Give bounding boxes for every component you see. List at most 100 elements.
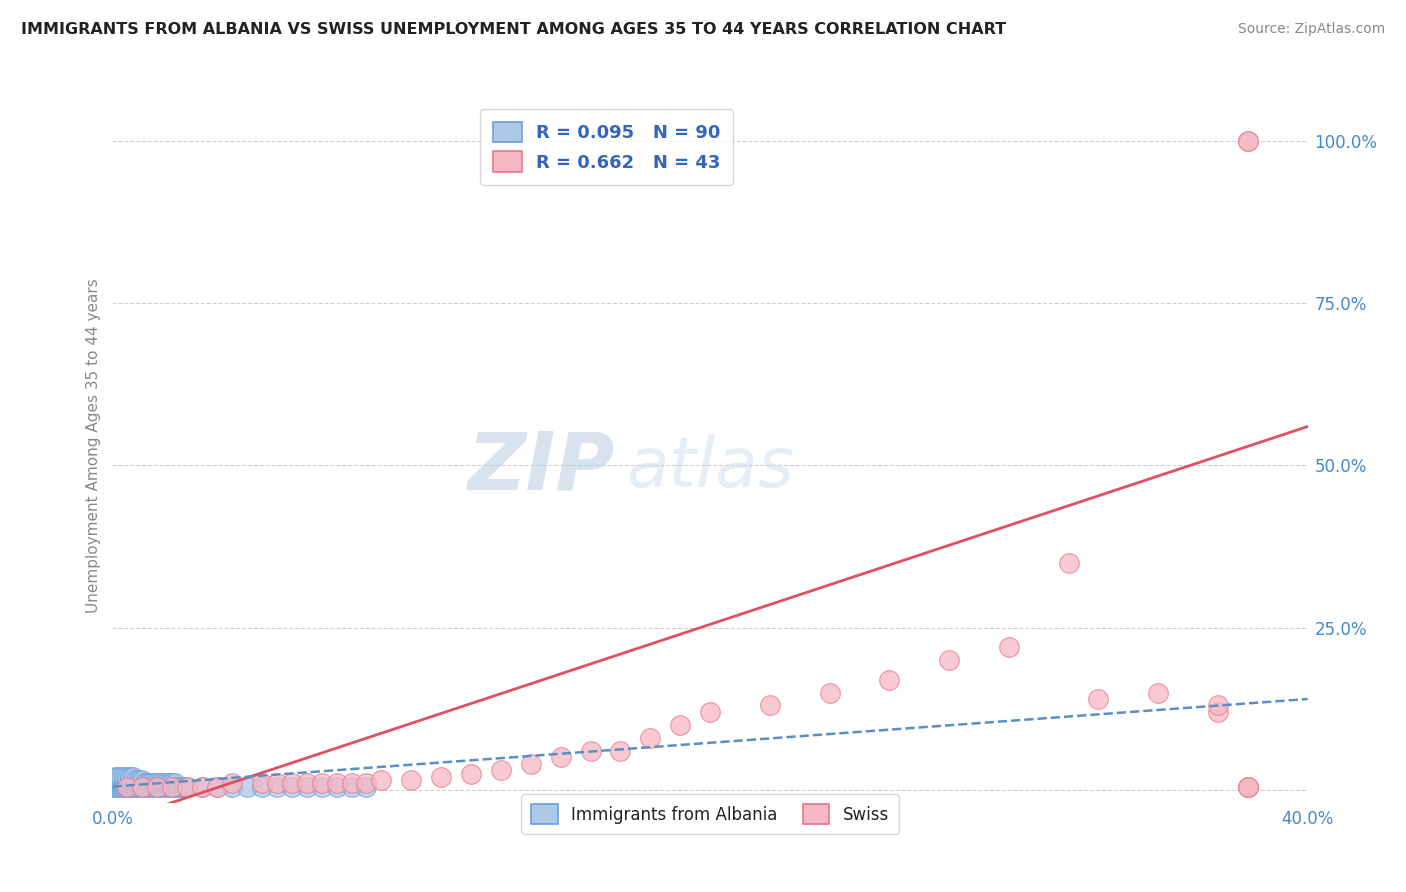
Point	[170, 780, 193, 794]
Point	[120, 776, 142, 790]
Point	[205, 780, 228, 794]
Point	[114, 773, 135, 788]
Point	[356, 776, 378, 790]
Point	[104, 780, 127, 794]
Point	[125, 773, 148, 788]
Point	[122, 780, 145, 794]
Point	[104, 776, 127, 790]
Point	[146, 780, 169, 794]
Point	[101, 776, 124, 790]
Point	[221, 780, 243, 794]
Point	[173, 780, 195, 794]
Point	[110, 773, 132, 788]
Point	[281, 780, 304, 794]
Point	[370, 773, 392, 788]
Point	[104, 775, 127, 789]
Point	[550, 750, 572, 764]
Point	[879, 673, 901, 687]
Point	[460, 766, 482, 780]
Point	[1237, 780, 1260, 794]
Text: IMMIGRANTS FROM ALBANIA VS SWISS UNEMPLOYMENT AMONG AGES 35 TO 44 YEARS CORRELAT: IMMIGRANTS FROM ALBANIA VS SWISS UNEMPLO…	[21, 22, 1007, 37]
Point	[266, 776, 288, 790]
Point	[107, 773, 129, 788]
Point	[128, 780, 150, 794]
Point	[107, 770, 129, 784]
Point	[104, 773, 127, 788]
Point	[155, 780, 177, 794]
Point	[125, 780, 148, 794]
Point	[114, 776, 135, 790]
Point	[699, 705, 721, 719]
Point	[131, 780, 153, 794]
Point	[117, 770, 139, 784]
Point	[430, 770, 453, 784]
Point	[146, 780, 169, 794]
Point	[141, 780, 163, 794]
Point	[356, 780, 378, 794]
Point	[138, 776, 160, 790]
Point	[131, 776, 153, 790]
Point	[191, 780, 214, 794]
Point	[120, 770, 142, 784]
Point	[162, 776, 183, 790]
Point	[520, 756, 543, 771]
Point	[1237, 780, 1260, 794]
Point	[101, 780, 124, 794]
Point	[110, 780, 132, 794]
Point	[1206, 698, 1229, 713]
Point	[117, 778, 139, 792]
Point	[157, 780, 180, 794]
Point	[104, 778, 127, 792]
Text: atlas: atlas	[627, 434, 794, 501]
Point	[110, 770, 132, 784]
Point	[131, 780, 153, 794]
Point	[191, 780, 214, 794]
Point	[155, 776, 177, 790]
Point	[266, 780, 288, 794]
Point	[125, 778, 148, 792]
Point	[205, 780, 228, 794]
Point	[114, 780, 135, 794]
Point	[759, 698, 782, 713]
Point	[1206, 705, 1229, 719]
Point	[998, 640, 1021, 654]
Point	[117, 780, 139, 794]
Point	[295, 776, 318, 790]
Point	[250, 780, 273, 794]
Point	[609, 744, 631, 758]
Point	[250, 776, 273, 790]
Point	[325, 776, 347, 790]
Point	[176, 780, 198, 794]
Point	[311, 776, 333, 790]
Point	[1237, 134, 1260, 148]
Point	[143, 780, 166, 794]
Text: ZIP: ZIP	[467, 428, 614, 507]
Point	[340, 776, 363, 790]
Point	[176, 780, 198, 794]
Point	[162, 780, 183, 794]
Point	[1057, 556, 1080, 570]
Point	[401, 773, 423, 788]
Point	[134, 776, 156, 790]
Point	[489, 764, 512, 778]
Point	[134, 780, 156, 794]
Point	[167, 780, 190, 794]
Point	[125, 776, 148, 790]
Point	[295, 780, 318, 794]
Point	[110, 776, 132, 790]
Point	[104, 771, 127, 785]
Legend: Immigrants from Albania, Swiss: Immigrants from Albania, Swiss	[522, 795, 898, 834]
Point	[149, 776, 172, 790]
Point	[117, 773, 139, 788]
Point	[281, 776, 304, 790]
Point	[152, 780, 174, 794]
Point	[122, 770, 145, 784]
Point	[117, 776, 139, 790]
Point	[110, 778, 132, 792]
Point	[669, 718, 692, 732]
Point	[114, 778, 135, 792]
Point	[157, 776, 180, 790]
Point	[340, 780, 363, 794]
Point	[818, 685, 841, 699]
Point	[1147, 685, 1170, 699]
